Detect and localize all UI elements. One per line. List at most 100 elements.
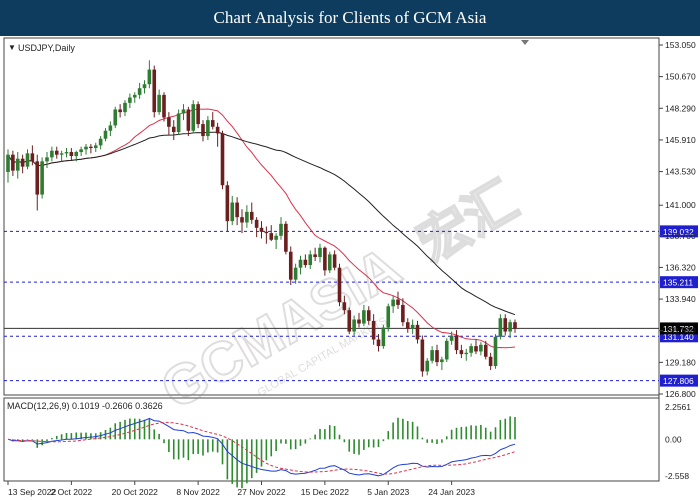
price-tick-label: 133.940 bbox=[665, 294, 696, 304]
candle-body bbox=[54, 150, 59, 155]
date-tick-label: 5 Jan 2023 bbox=[367, 487, 409, 497]
candle-body bbox=[69, 152, 74, 157]
candle-body bbox=[25, 153, 30, 167]
candle-body bbox=[230, 202, 235, 222]
candle-body bbox=[323, 247, 327, 271]
candle-body bbox=[415, 324, 420, 340]
price-tick-label: 131.560 bbox=[665, 326, 696, 336]
candle-body bbox=[303, 259, 308, 266]
symbol-label: USDJPY,Daily bbox=[18, 43, 75, 53]
candle-body bbox=[235, 202, 239, 218]
candle-body bbox=[508, 322, 512, 332]
macd-signal-line bbox=[7, 421, 516, 475]
candle-body bbox=[240, 217, 244, 223]
candle-body bbox=[79, 149, 83, 153]
candle-body bbox=[396, 299, 400, 305]
candle-body bbox=[274, 235, 278, 240]
candle-body bbox=[342, 302, 347, 311]
candle-body bbox=[454, 335, 459, 351]
candle-body bbox=[74, 152, 79, 157]
candle-body bbox=[89, 146, 93, 149]
candle-body bbox=[6, 154, 10, 172]
candle-body bbox=[176, 113, 181, 133]
price-chart[interactable]: GCMASIA 宏汇 GLOBAL CAPITAL MARKETS 139.03… bbox=[0, 36, 700, 500]
candle-body bbox=[147, 69, 152, 85]
candle-body bbox=[488, 356, 493, 367]
candle-body bbox=[220, 133, 225, 186]
candle-body bbox=[376, 339, 381, 347]
candle-body bbox=[152, 69, 157, 113]
candle-body bbox=[206, 120, 210, 137]
candle-body bbox=[405, 322, 410, 329]
candle-body bbox=[45, 157, 49, 162]
candle-body bbox=[59, 153, 64, 155]
candle-body bbox=[435, 350, 439, 363]
candle-body bbox=[459, 350, 464, 355]
macd-tick-label: 2.2561 bbox=[665, 402, 691, 412]
candle-body bbox=[11, 154, 15, 171]
candle-body bbox=[366, 310, 371, 321]
price-tick-label: 150.670 bbox=[665, 72, 696, 82]
candle-body bbox=[420, 339, 425, 372]
candle-body bbox=[483, 344, 488, 357]
macd-line bbox=[7, 417, 516, 477]
candle-body bbox=[259, 227, 264, 232]
macd-tick-label: 0.00 bbox=[665, 434, 682, 444]
candle-body bbox=[30, 153, 35, 162]
candle-body bbox=[381, 327, 386, 347]
macd-label: MACD(12,26,9) 0.1019 -0.2606 0.3626 bbox=[7, 401, 163, 411]
candle-body bbox=[347, 310, 352, 332]
candle-body bbox=[327, 254, 332, 271]
candle-body bbox=[425, 360, 430, 372]
watermark-chinese: 宏汇 bbox=[408, 171, 527, 273]
candle-body bbox=[132, 94, 137, 98]
candle-body bbox=[293, 267, 298, 280]
price-tick-label: 148.290 bbox=[665, 103, 696, 113]
date-tick-label: 27 Nov 2022 bbox=[237, 487, 285, 497]
level-price-tag: 131.140 bbox=[663, 332, 694, 342]
candle-body bbox=[357, 319, 361, 324]
date-tick-label: 13 Sep 2022 bbox=[8, 487, 56, 497]
candle-body bbox=[128, 97, 132, 103]
candle-body bbox=[464, 352, 469, 355]
candle-body bbox=[493, 336, 498, 367]
candle-body bbox=[64, 152, 69, 154]
candle-body bbox=[449, 335, 454, 341]
candle-body bbox=[171, 126, 176, 133]
candle-body bbox=[50, 150, 54, 158]
level-price-tag-bg bbox=[660, 322, 698, 335]
symbol-dropdown-icon[interactable]: ▼ bbox=[8, 43, 16, 52]
candle-body bbox=[142, 84, 147, 89]
candle-body bbox=[249, 211, 254, 220]
candle-body bbox=[215, 126, 220, 134]
price-tick-label: 126.800 bbox=[665, 389, 696, 399]
candle-body bbox=[371, 320, 376, 340]
candle-body bbox=[93, 145, 98, 149]
price-tick-label: 129.180 bbox=[665, 357, 696, 367]
candle-body bbox=[444, 340, 449, 360]
candle-body bbox=[298, 259, 303, 268]
chart-banner-title: Chart Analysis for Clients of GCM Asia bbox=[0, 0, 700, 36]
chart-shift-marker[interactable] bbox=[521, 40, 529, 45]
level-price-tag: 135.211 bbox=[663, 278, 693, 288]
level-price-tag-bg bbox=[660, 276, 698, 289]
candle-body bbox=[35, 161, 40, 195]
candle-body bbox=[318, 247, 322, 258]
candle-body bbox=[20, 158, 25, 167]
price-tick-label: 138.700 bbox=[665, 231, 696, 241]
candle-body bbox=[513, 322, 517, 329]
candle-body bbox=[108, 125, 113, 131]
level-price-tag: 131.732 bbox=[663, 324, 694, 334]
candle-body bbox=[479, 344, 483, 352]
candle-body bbox=[181, 109, 186, 114]
candle-body bbox=[279, 223, 283, 236]
candle-body bbox=[103, 130, 108, 139]
date-tick-label: 20 Oct 2022 bbox=[112, 487, 159, 497]
candle-body bbox=[498, 318, 503, 337]
candle-body bbox=[264, 231, 269, 234]
candle-body bbox=[440, 359, 444, 363]
candle-body bbox=[391, 299, 395, 307]
price-pane-frame bbox=[3, 37, 660, 396]
candle-body bbox=[196, 104, 200, 125]
candle-body bbox=[469, 346, 473, 353]
